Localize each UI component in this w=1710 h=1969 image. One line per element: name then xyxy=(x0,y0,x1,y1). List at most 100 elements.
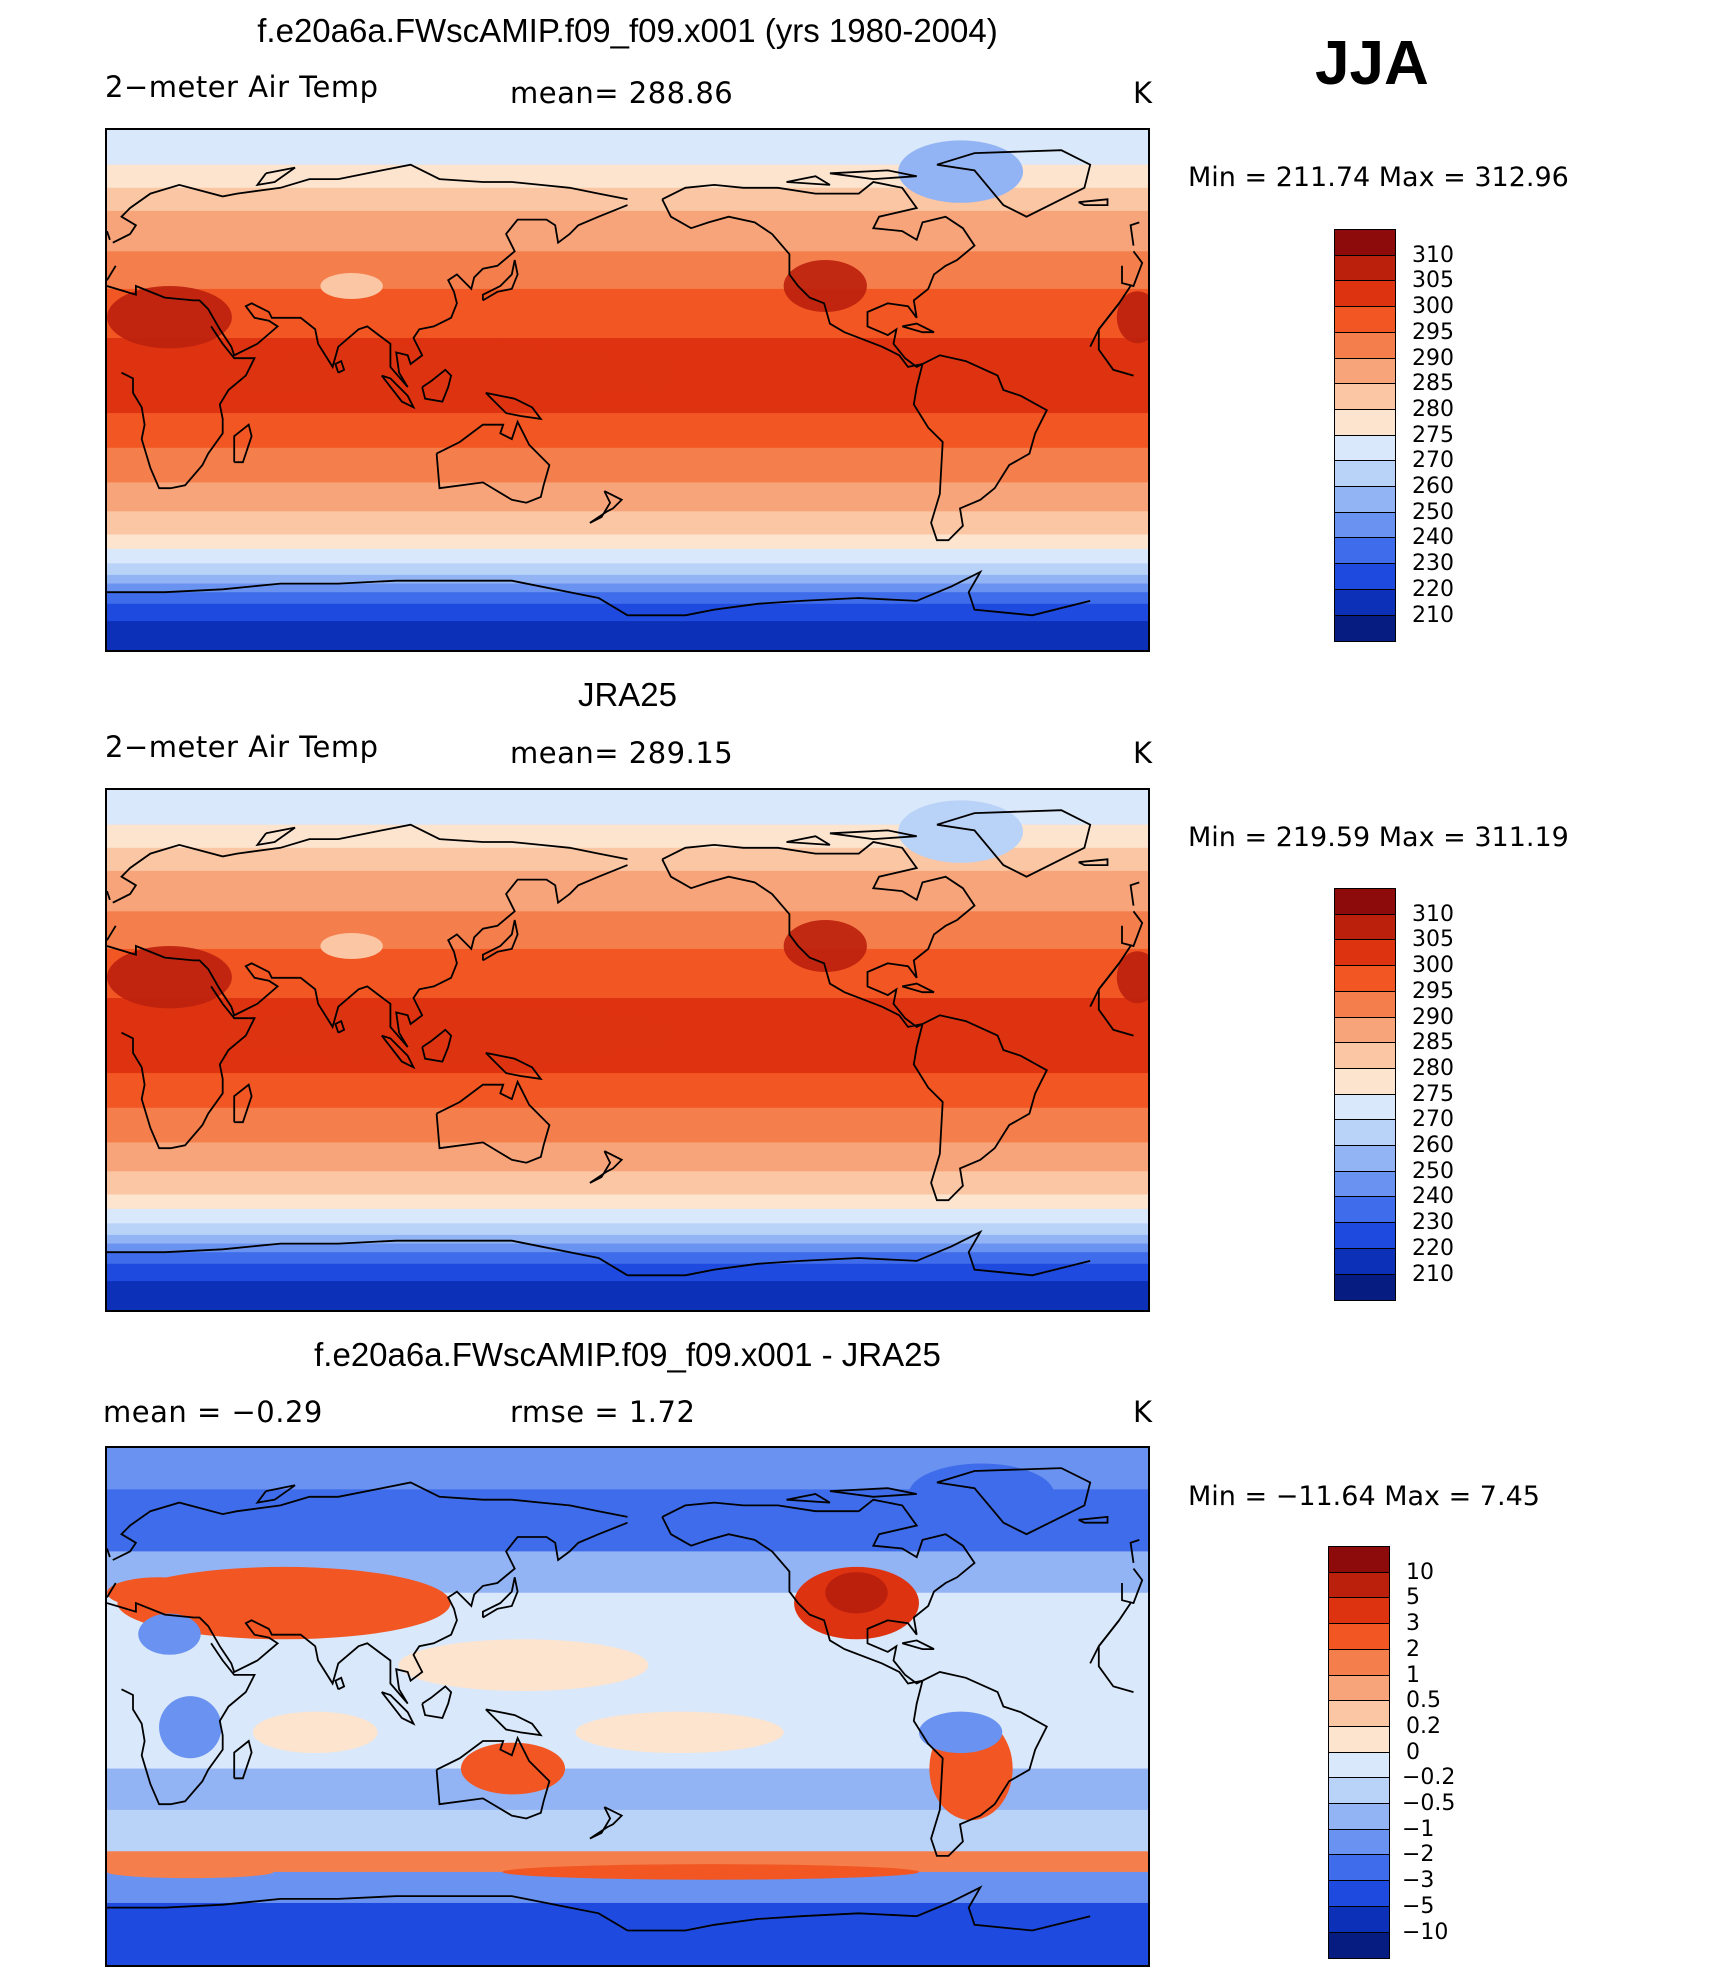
temperature-band xyxy=(107,1232,1148,1236)
coastline xyxy=(107,1229,1091,1277)
coastline xyxy=(1078,1515,1109,1524)
temperature-band xyxy=(107,980,1148,985)
colorbar-swatch xyxy=(1334,434,1396,462)
temperature-band xyxy=(107,1162,1148,1167)
colorbar-swatch xyxy=(1328,1828,1390,1856)
temperature-band xyxy=(107,801,1148,806)
temperature-band xyxy=(107,303,1148,307)
temperature-band xyxy=(107,954,1148,959)
colorbar-tick-label: 230 xyxy=(1412,551,1454,577)
temperature-band xyxy=(107,262,1148,267)
temperature-band xyxy=(107,563,1148,567)
temperature-band xyxy=(107,830,1148,834)
colorbar-swatch xyxy=(1334,1145,1396,1173)
diff-warm-bias xyxy=(502,1864,919,1880)
temperature-band xyxy=(107,621,1148,625)
hot-region xyxy=(783,260,867,312)
diff-cold-bias xyxy=(908,1463,1055,1526)
panel-1-units: K xyxy=(1133,76,1153,110)
temperature-band xyxy=(107,447,1148,452)
temperature-band xyxy=(107,499,1148,504)
temperature-band xyxy=(107,951,1148,956)
temperature-band xyxy=(107,410,1148,414)
temperature-band xyxy=(107,850,1148,855)
temperature-band xyxy=(107,306,1148,310)
panel-2-mean-label: mean= 289.15 xyxy=(510,736,734,770)
season-label: JJA xyxy=(1315,29,1429,98)
coastline xyxy=(334,1676,346,1691)
colorbar-swatch xyxy=(1328,1725,1390,1754)
temperature-band xyxy=(107,992,1148,996)
temperature-band xyxy=(107,644,1148,648)
temperature-band xyxy=(107,946,1148,950)
coastline xyxy=(661,181,976,368)
temperature-band xyxy=(107,184,1148,189)
temperature-band xyxy=(107,1110,1148,1115)
panel-1-map xyxy=(105,128,1150,652)
temperature-band xyxy=(107,1223,1148,1227)
colorbar-swatch xyxy=(1328,1648,1390,1676)
panel-3-map xyxy=(105,1446,1150,1967)
colorbar-tick-label: 285 xyxy=(1412,1030,1454,1056)
coastline xyxy=(485,392,543,421)
temperature-band xyxy=(107,424,1148,429)
temperature-band xyxy=(107,560,1148,564)
temperature-band xyxy=(107,1182,1148,1187)
temperature-band xyxy=(107,1087,1148,1092)
coastline xyxy=(107,881,1140,906)
temperature-band xyxy=(107,199,1148,203)
temperature-band xyxy=(107,164,1148,169)
colorbar-swatch xyxy=(1334,1196,1396,1224)
temperature-band xyxy=(107,917,1148,921)
colorbar-swatch xyxy=(1334,1247,1396,1275)
temperature-band xyxy=(107,813,1148,817)
coastline xyxy=(421,1028,453,1063)
colorbar-swatch xyxy=(1334,614,1396,642)
temperature-band xyxy=(107,1174,1148,1178)
panel-3-minmax: Min = −11.64 Max = 7.45 xyxy=(1188,1481,1540,1512)
temperature-band xyxy=(107,444,1148,449)
coastline xyxy=(482,259,519,302)
panel-2-variable-label: 2−meter Air Temp xyxy=(105,730,379,764)
temperature-band xyxy=(107,1168,1148,1172)
coastline xyxy=(661,1498,976,1685)
temperature-band xyxy=(107,271,1148,276)
temperature-band xyxy=(107,208,1148,212)
temperature-band xyxy=(107,291,1148,296)
temperature-band xyxy=(107,245,1148,250)
temperature-band xyxy=(107,586,1148,590)
temperature-band xyxy=(107,856,1148,860)
temperature-band xyxy=(107,1116,1148,1120)
temperature-band xyxy=(107,479,1148,484)
temperature-band xyxy=(107,286,1148,290)
coastline xyxy=(901,322,935,334)
temperature-band xyxy=(107,413,1148,417)
temperature-band xyxy=(107,629,1148,634)
temperature-band xyxy=(107,569,1148,573)
temperature-band xyxy=(107,531,1148,536)
temperature-band xyxy=(107,853,1148,858)
temperature-band xyxy=(107,1269,1148,1274)
temperature-band xyxy=(107,934,1148,938)
temperature-band xyxy=(107,442,1148,446)
temperature-band xyxy=(107,836,1148,840)
temperature-band xyxy=(107,899,1148,904)
temperature-band xyxy=(107,641,1148,645)
temperature-band xyxy=(107,239,1148,244)
temperature-band xyxy=(107,635,1148,640)
panel-3-title: f.e20a6a.FWscAMIP.f09_f09.x001 - JRA25 xyxy=(314,1336,941,1373)
temperature-band xyxy=(107,966,1148,970)
colorbar-swatch xyxy=(1334,1273,1396,1301)
temperature-band xyxy=(107,392,1148,397)
temperature-band xyxy=(107,234,1148,238)
temperature-band xyxy=(107,1194,1148,1198)
temperature-band xyxy=(107,1064,1148,1068)
hot-region xyxy=(1116,951,1148,1004)
coastline xyxy=(435,1079,551,1164)
temperature-band xyxy=(107,1130,1148,1135)
temperature-band xyxy=(107,395,1148,400)
colorbar-tick-label: 275 xyxy=(1412,1081,1454,1107)
temperature-band xyxy=(107,1301,1148,1305)
temperature-band xyxy=(107,225,1148,229)
colorbar-swatch xyxy=(1334,306,1396,334)
